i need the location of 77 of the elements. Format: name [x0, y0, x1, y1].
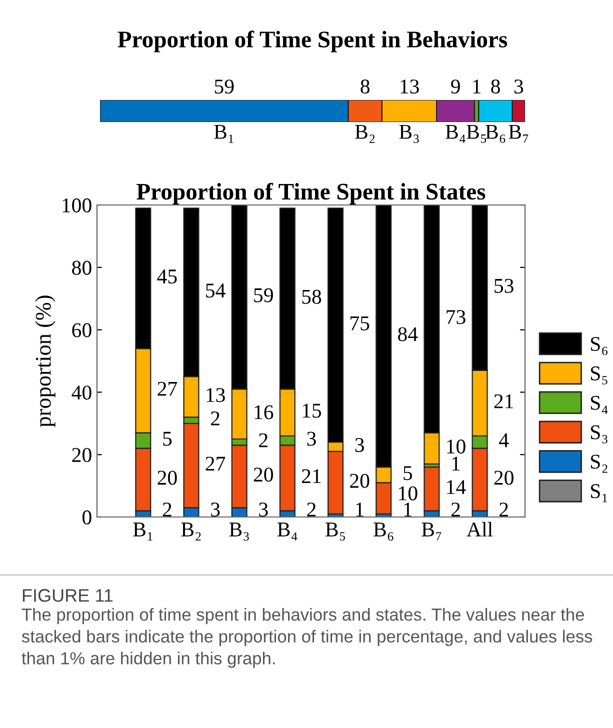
y-tick-label: 100 [62, 198, 92, 212]
caption: FIGURE 11 [22, 589, 113, 602]
data-label: 3 [514, 80, 524, 94]
data-label: 9 [451, 80, 460, 94]
data-label: 73 [446, 310, 466, 324]
x-tick-label: B₁ [133, 522, 152, 540]
data-label: 13 [206, 388, 225, 402]
data-label: 2 [162, 502, 172, 516]
data-label: 59 [214, 80, 234, 94]
legend-label: S₃ [590, 425, 608, 444]
data-label: 1 [404, 502, 412, 516]
y-tick-label: 20 [72, 448, 92, 462]
x-tick-label: B₂ [181, 522, 201, 541]
y-tick-label: 40 [72, 386, 92, 400]
data-label: 5 [163, 432, 172, 446]
legend-label: S₆ [590, 337, 608, 356]
x-tick-label: B₃ [229, 522, 249, 541]
x-tick-label: B₄ [277, 522, 298, 541]
data-label: 27 [158, 382, 178, 396]
data-label: 27 [206, 456, 226, 471]
y-tick-label: 60 [72, 323, 92, 338]
y-tick-label: 80 [72, 260, 92, 275]
legend-label: S₅ [590, 366, 608, 384]
data-label: 3 [307, 432, 316, 446]
series-label: B₂ [355, 125, 375, 143]
data-label: 1 [452, 456, 460, 471]
data-label: 20 [494, 470, 514, 485]
data-label: 59 [254, 288, 273, 302]
data-label: 3 [355, 438, 364, 452]
data-label: 2 [451, 502, 460, 516]
data-label: 21 [494, 394, 514, 408]
legend-label: S₄ [590, 396, 608, 414]
x-tick-label: B₆ [374, 522, 394, 541]
data-label: 5 [404, 466, 412, 480]
series-label: B₅ [466, 125, 486, 143]
data-label: 53 [494, 278, 514, 293]
data-label: 1 [356, 502, 364, 516]
data-label: 10 [399, 486, 418, 500]
x-tick-label: B₅ [326, 522, 345, 541]
data-label: 8 [360, 80, 370, 94]
data-label: 84 [398, 327, 418, 342]
data-label: 20 [158, 470, 177, 485]
series-label: B₃ [399, 125, 419, 143]
legend-label: S₁ [590, 484, 607, 502]
chart-title: Proportion of Time Spent in States [136, 182, 486, 204]
data-label: 45 [157, 270, 177, 284]
series-label: B₁ [214, 125, 234, 143]
data-label: 58 [302, 290, 322, 304]
data-label: 75 [350, 316, 370, 330]
data-label: 2 [307, 502, 316, 516]
data-label: 16 [254, 405, 274, 420]
x-tick-label: All [466, 522, 493, 536]
chart-title: Proportion of Time Spent in Behaviors [118, 30, 508, 52]
data-label: 3 [211, 502, 220, 517]
legend-label: S₂ [590, 454, 608, 473]
data-label: 15 [302, 404, 322, 418]
data-label: 20 [350, 474, 370, 488]
data-label: 14 [447, 480, 466, 494]
data-label: 20 [254, 468, 274, 482]
data-label: 10 [447, 440, 466, 454]
data-label: 3 [259, 502, 268, 517]
data-label: 1 [473, 80, 481, 94]
data-label: 13 [400, 80, 419, 94]
data-label: 2 [259, 433, 268, 448]
series-label: B₆ [486, 125, 506, 143]
data-label: 2 [211, 411, 220, 426]
y-tick-label: 0 [82, 510, 92, 524]
data-label: 54 [206, 284, 226, 298]
text: The proportion of time spent in behaviors and states. The values near the stacked bars indicate the proportion of time in percentage, and values less than 1% are hidden in this graph. [22, 608, 592, 668]
series-label: B₇ [508, 125, 528, 143]
series-label: B₄ [446, 125, 466, 143]
data-label: 2 [500, 502, 508, 516]
x-tick-label: B₇ [422, 522, 442, 540]
y-axis-title: proportion (%) [35, 296, 56, 427]
data-label: 21 [302, 469, 321, 484]
data-label: 4 [499, 433, 509, 448]
data-label: 8 [491, 80, 500, 94]
